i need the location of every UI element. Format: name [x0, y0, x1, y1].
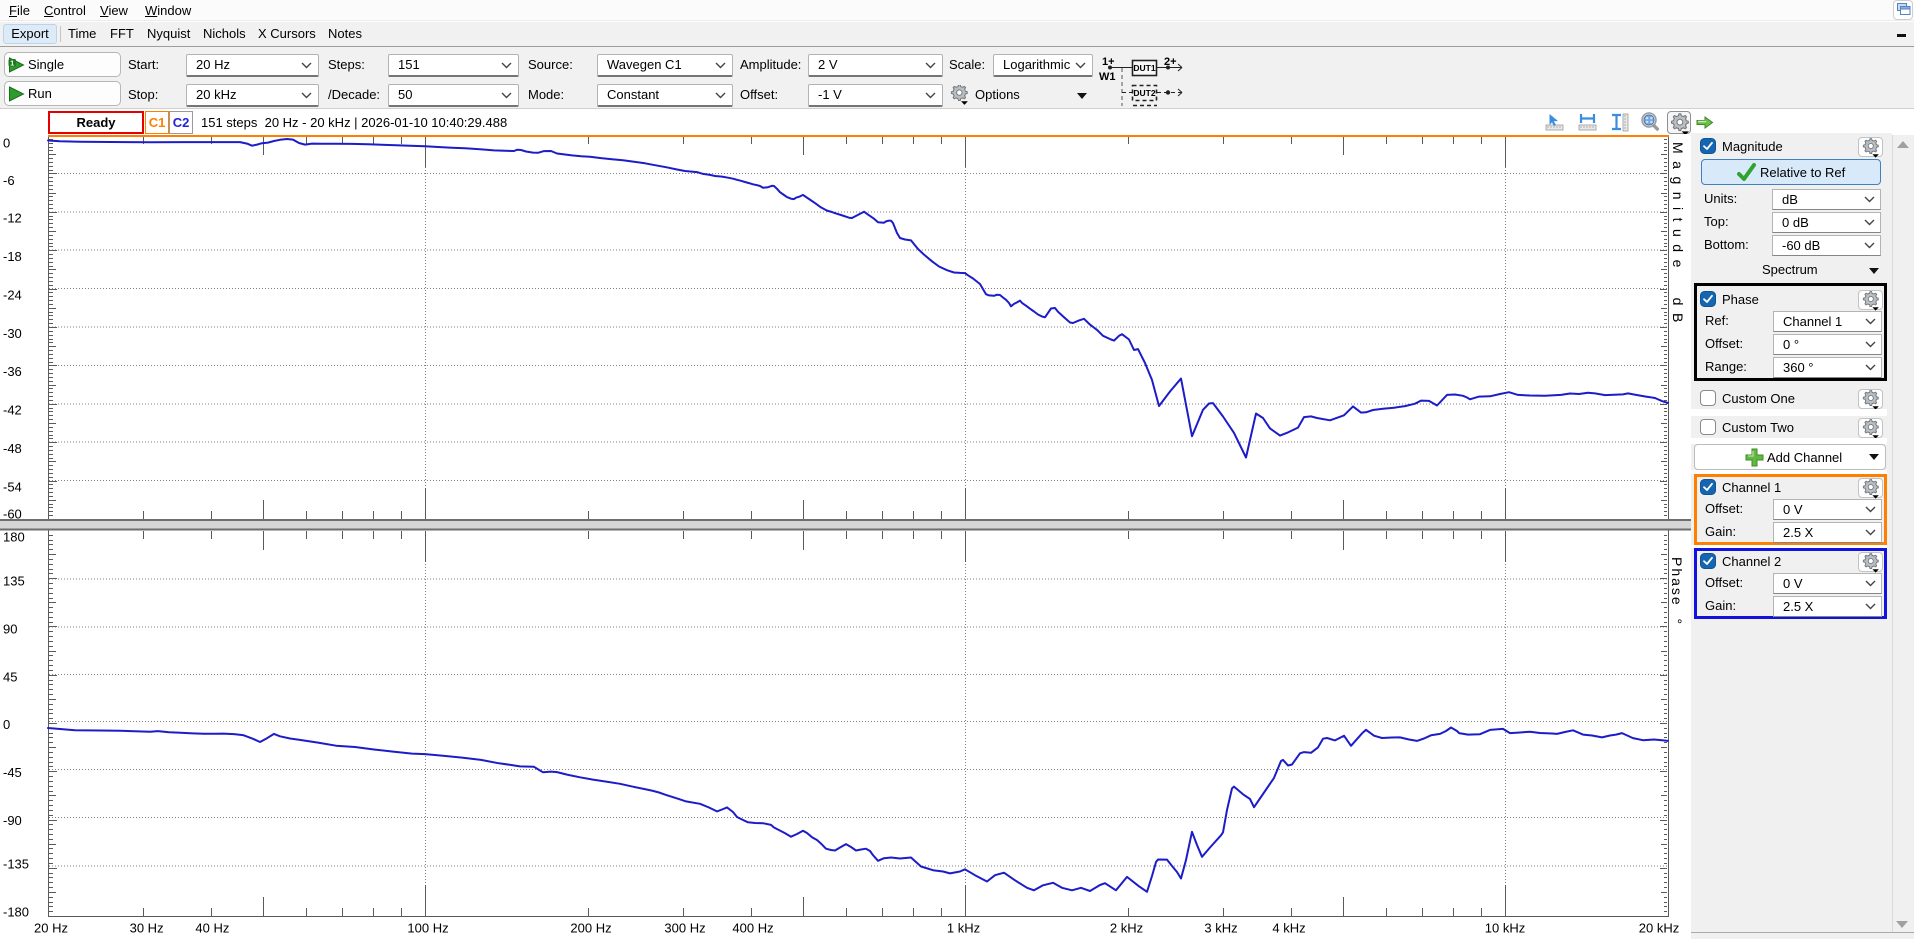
svg-text:-36: -36 — [3, 364, 22, 379]
svg-text:-24: -24 — [3, 288, 22, 303]
svg-text:30 Hz: 30 Hz — [130, 921, 164, 936]
svg-text:4 kHz: 4 kHz — [1272, 921, 1305, 936]
svg-text:1+: 1+ — [1102, 56, 1115, 68]
svg-text:-180: -180 — [3, 905, 29, 920]
svg-text:-12: -12 — [3, 211, 22, 226]
svg-text:DUT2: DUT2 — [1133, 88, 1155, 98]
svg-text:135: 135 — [3, 574, 25, 589]
svg-text:-60: -60 — [3, 507, 22, 522]
svg-text:2+: 2+ — [1164, 56, 1177, 68]
svg-text:2 kHz: 2 kHz — [1110, 921, 1143, 936]
svg-text:40 Hz: 40 Hz — [195, 921, 229, 936]
svg-text:-6: -6 — [3, 173, 15, 188]
svg-text:-135: -135 — [3, 857, 29, 872]
svg-text:-48: -48 — [3, 441, 22, 456]
svg-text:-42: -42 — [3, 403, 22, 418]
svg-text:100 Hz: 100 Hz — [407, 921, 448, 936]
svg-text:1 kHz: 1 kHz — [947, 921, 980, 936]
svg-text:-18: -18 — [3, 249, 22, 264]
svg-text:200 Hz: 200 Hz — [570, 921, 611, 936]
svg-text:90: 90 — [3, 622, 17, 637]
svg-text:-45: -45 — [3, 765, 22, 780]
svg-text:-30: -30 — [3, 326, 22, 341]
svg-text:20 Hz: 20 Hz — [34, 921, 68, 936]
svg-text:-54: -54 — [3, 480, 22, 495]
svg-text:DUT1: DUT1 — [1133, 63, 1155, 73]
svg-text:20 kHz: 20 kHz — [1639, 921, 1679, 936]
svg-text:W1: W1 — [1099, 71, 1116, 83]
svg-text:-90: -90 — [3, 813, 22, 828]
svg-text:180: 180 — [3, 530, 25, 545]
svg-text:45: 45 — [3, 670, 17, 685]
svg-text:10 kHz: 10 kHz — [1485, 921, 1525, 936]
svg-text:3 kHz: 3 kHz — [1204, 921, 1237, 936]
svg-text:300 Hz: 300 Hz — [664, 921, 705, 936]
svg-text:0: 0 — [3, 717, 10, 732]
svg-text:0: 0 — [3, 136, 10, 151]
svg-text:400 Hz: 400 Hz — [732, 921, 773, 936]
svg-text:1: 1 — [10, 59, 14, 68]
